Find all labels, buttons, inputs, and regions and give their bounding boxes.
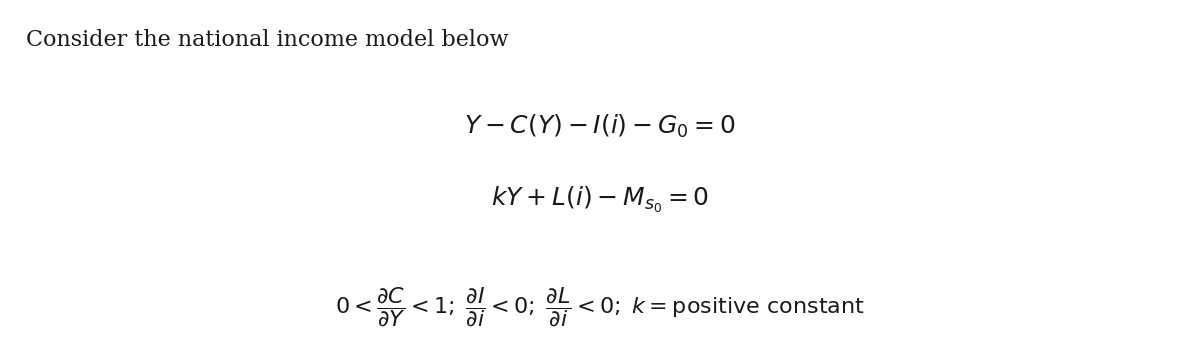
Text: $0 < \dfrac{\partial C}{\partial Y} < 1;\; \dfrac{\partial I}{\partial i} < 0;\;: $0 < \dfrac{\partial C}{\partial Y} < 1;… xyxy=(335,285,865,329)
Text: Consider the national income model below: Consider the national income model below xyxy=(26,29,509,51)
Text: $kY + L(i) - M_{s_0} = 0$: $kY + L(i) - M_{s_0} = 0$ xyxy=(491,185,709,215)
Text: $Y - C(Y) - I(i) - G_0 = 0$: $Y - C(Y) - I(i) - G_0 = 0$ xyxy=(464,113,736,140)
